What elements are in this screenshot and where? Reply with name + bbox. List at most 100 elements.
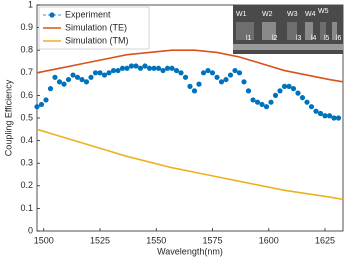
data-point	[70, 72, 76, 78]
data-point	[308, 104, 315, 110]
series-line	[36, 49, 344, 83]
legend: Experiment Simulation (TE) Simulation (TM)	[38, 6, 150, 50]
y-tick-label: 0.8	[20, 45, 33, 55]
data-point	[205, 67, 211, 74]
inset-label: l4	[311, 35, 317, 42]
data-point	[313, 108, 319, 114]
data-point	[52, 74, 58, 80]
inset-label: W3	[287, 11, 298, 18]
inset-label: W2	[262, 11, 273, 18]
data-point	[38, 101, 45, 108]
y-tick-label: 0.3	[20, 158, 33, 168]
data-point	[326, 113, 333, 119]
x-tick-label: 1575	[202, 235, 222, 245]
data-point	[119, 65, 126, 71]
inset-stripe	[262, 22, 276, 40]
data-point	[61, 81, 67, 87]
inset-label: l5	[324, 35, 330, 42]
inset-stripe	[320, 22, 326, 40]
data-point	[214, 74, 220, 80]
data-point	[304, 99, 310, 105]
inset-label: l2	[272, 35, 278, 42]
data-point	[281, 83, 288, 89]
data-point	[97, 70, 103, 76]
data-point	[259, 101, 265, 108]
data-point	[47, 86, 54, 92]
data-point	[331, 115, 337, 121]
data-point	[335, 115, 342, 121]
y-tick-label: 0.5	[20, 112, 33, 122]
data-point	[232, 67, 238, 74]
data-point	[83, 79, 90, 85]
data-point	[173, 67, 180, 74]
data-point	[241, 79, 247, 85]
data-point	[182, 74, 189, 80]
x-tick-label: 1525	[90, 235, 110, 245]
data-point	[101, 72, 108, 78]
data-point	[137, 65, 144, 71]
inset-label: W5	[318, 8, 329, 15]
inset-label: l1	[246, 35, 252, 42]
x-tick-label: 1625	[315, 235, 335, 245]
data-point	[79, 76, 85, 83]
legend-marker	[49, 12, 55, 18]
legend-label: Simulation (TM)	[65, 35, 129, 45]
inset-image: W1 W2 W3 W4 W5 l1 l2 l3 l4 l5 l6	[233, 5, 343, 54]
data-point	[160, 67, 166, 74]
data-point	[299, 95, 306, 101]
y-tick-label: 0.7	[20, 67, 33, 77]
data-point	[164, 65, 171, 71]
data-point	[88, 74, 94, 80]
data-point	[236, 70, 243, 76]
data-point	[250, 97, 256, 103]
data-point	[268, 99, 274, 105]
data-point	[178, 70, 184, 76]
data-point	[218, 79, 225, 85]
y-tick-label: 0.2	[20, 180, 33, 190]
data-point	[200, 70, 207, 76]
data-point	[272, 92, 279, 98]
inset-stripe	[305, 22, 313, 40]
legend-label: Simulation (TE)	[65, 22, 127, 32]
data-point	[263, 104, 270, 110]
data-point	[290, 86, 297, 92]
inset-stripe	[236, 22, 254, 40]
y-tick-label: 0.4	[20, 135, 33, 145]
inset-label: l6	[336, 35, 342, 42]
inset-label: W4	[305, 11, 316, 18]
data-point	[277, 88, 283, 94]
x-axis-label: Wavelength(nm)	[157, 246, 223, 256]
data-point	[142, 63, 148, 69]
data-point	[65, 76, 72, 83]
data-point	[43, 97, 49, 103]
data-point	[155, 65, 162, 71]
data-point	[128, 63, 135, 69]
legend-label: Experiment	[65, 9, 111, 19]
y-axis-label: Coupling Efficiency	[3, 79, 13, 156]
data-point	[317, 110, 324, 117]
series-line	[36, 128, 344, 201]
data-point	[322, 113, 328, 119]
data-point	[286, 83, 292, 89]
data-point	[106, 70, 112, 76]
inset-label: W1	[236, 11, 247, 18]
data-point	[151, 65, 157, 71]
data-point	[124, 65, 130, 71]
inset-waveguide	[233, 44, 343, 50]
data-point	[295, 90, 301, 96]
y-tick-label: 0.6	[20, 90, 33, 100]
inset-label: l3	[296, 35, 302, 42]
data-point	[196, 81, 202, 87]
x-tick-label: 1600	[259, 235, 279, 245]
data-point	[245, 88, 252, 94]
inset-stripe	[287, 22, 297, 40]
inset-stripe	[332, 22, 337, 40]
data-point	[110, 67, 117, 74]
data-point	[34, 104, 40, 110]
data-point	[191, 88, 198, 94]
y-tick-label: 0.1	[20, 203, 33, 213]
data-point	[223, 76, 229, 83]
data-point	[74, 74, 81, 80]
x-tick-label: 1550	[146, 235, 166, 245]
